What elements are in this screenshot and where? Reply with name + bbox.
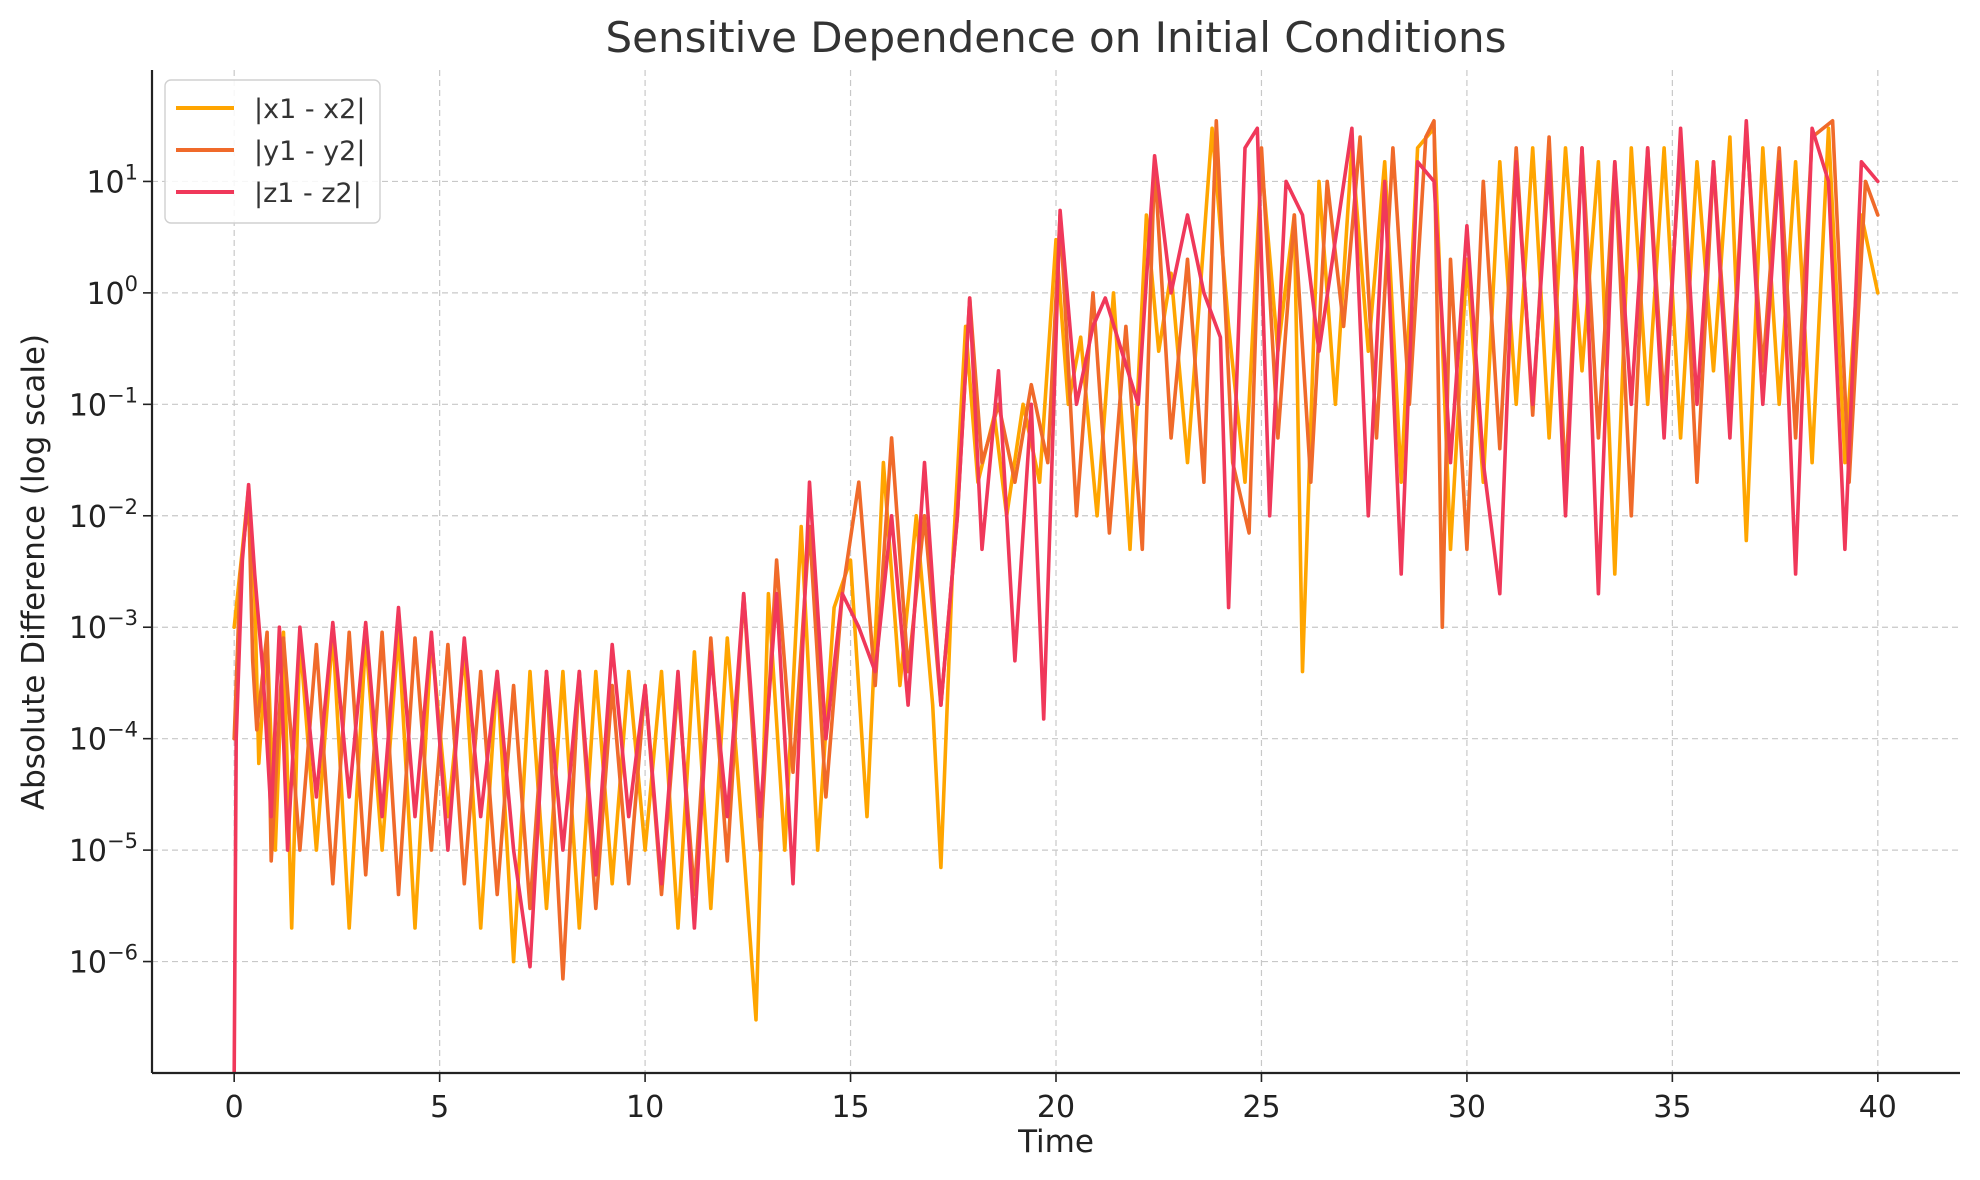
legend-label: |x1 - x2| (254, 94, 365, 125)
x-tick-label: 5 (430, 1090, 449, 1125)
x-axis-title: Time (1017, 1124, 1094, 1160)
series-line-3 (232, 119, 1880, 1073)
y-tick-label: 10−4 (69, 718, 138, 758)
y-axis-title: Absolute Difference (log scale) (16, 334, 52, 810)
y-tick-label: 10−2 (69, 495, 138, 535)
axes: 0 5 10 15 20 25 30 35 40 10−6 10−5 10−4 10−3 10−2 10−1… (69, 70, 1960, 1125)
x-tick-label: 15 (831, 1090, 869, 1125)
y-tick-label: 10−5 (69, 829, 138, 869)
legend-label: |z1 - z2| (254, 178, 362, 209)
y-tick-label: 10−1 (69, 383, 138, 423)
x-tick-label: 25 (1242, 1090, 1280, 1125)
x-tick-label: 0 (225, 1090, 244, 1125)
x-tick-label: 10 (626, 1090, 664, 1125)
grid (152, 70, 1960, 1073)
y-tick-label: 101 (86, 160, 138, 200)
y-tick-label: 10−6 (69, 941, 138, 981)
legend-label: |y1 - y2| (254, 136, 365, 167)
x-tick-label: 30 (1448, 1090, 1486, 1125)
legend-box (164, 79, 381, 224)
x-tick-label: 40 (1859, 1090, 1897, 1125)
y-tick-label: 10−3 (69, 606, 138, 646)
chart-title: Sensitive Dependence on Initial Conditio… (605, 13, 1506, 62)
series-layer (232, 119, 1880, 1073)
x-tick-label: 20 (1037, 1090, 1075, 1125)
y-tick-label: 100 (86, 272, 138, 312)
legend: |x1 - x2| |y1 - y2| |z1 - z2| (164, 79, 381, 224)
x-tick-label: 35 (1653, 1090, 1691, 1125)
